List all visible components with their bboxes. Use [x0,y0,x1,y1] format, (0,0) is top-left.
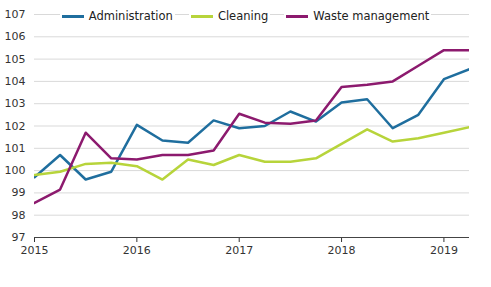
html-text:Waste management: Waste management [313,9,430,23]
svg-text:2018: 2018 [328,244,356,257]
html-text:Cleaning: Cleaning [217,9,269,23]
svg-text:2019: 2019 [430,244,458,257]
svg-text:2017: 2017 [225,244,253,257]
svg-text:105: 105 [5,53,26,66]
svg-text:99: 99 [12,186,26,199]
svg-text:103: 103 [5,97,26,110]
svg-text:97: 97 [12,231,26,244]
html-text:Administration: Administration [88,9,173,23]
svg-text:104: 104 [5,75,26,88]
svg-text:102: 102 [5,120,26,133]
svg-text:2015: 2015 [21,244,49,257]
svg-text:106: 106 [5,30,26,43]
svg-text:101: 101 [5,142,26,155]
svg-text:100: 100 [5,164,26,177]
svg-text:107: 107 [5,8,26,21]
svg-text:2016: 2016 [123,244,151,257]
svg-text:98: 98 [12,209,26,222]
